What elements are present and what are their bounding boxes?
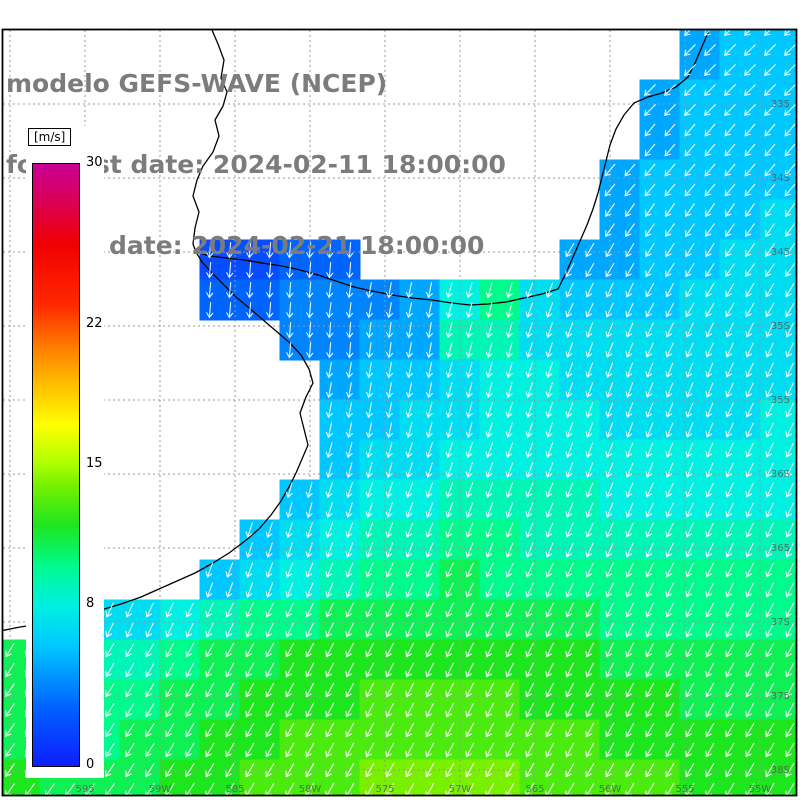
- lat-label: 375: [771, 691, 790, 702]
- lat-label: 365: [771, 543, 790, 554]
- lat-label: 35S: [771, 321, 790, 332]
- colorbar-tick: 22: [86, 315, 103, 331]
- lat-label: 34S: [771, 173, 790, 184]
- lon-label: 565: [525, 784, 544, 795]
- colorbar-tick: 15: [86, 456, 103, 471]
- colorbar: [m/s] 30 22 15 8 0: [26, 126, 104, 778]
- axis-labels: 335 34S 345 35S 355 36S 365 37S 375 38S 595 59W 585 5…: [75, 99, 790, 795]
- lon-label: 58W: [299, 784, 322, 795]
- lat-label: 345: [771, 247, 790, 258]
- lon-label: 585: [225, 784, 244, 795]
- lat-label: 335: [771, 99, 790, 110]
- lat-label: 38S: [771, 765, 790, 776]
- lon-label: 595: [75, 784, 94, 795]
- lon-label: 575: [375, 784, 394, 795]
- lat-label: 355: [771, 395, 790, 406]
- lat-label: 36S: [771, 469, 790, 480]
- lon-label: 56W: [599, 784, 622, 795]
- colorbar-tick: 0: [86, 757, 95, 772]
- colorbar-gradient: [32, 163, 80, 767]
- map-frame: [1, 28, 798, 797]
- lon-label: 555: [675, 784, 694, 795]
- lat-label: 37S: [771, 617, 790, 628]
- lon-label: 59W: [149, 784, 172, 795]
- colorbar-unit-label: [m/s]: [28, 128, 72, 146]
- colorbar-tick: 30: [86, 155, 103, 170]
- model-title: modelo GEFS-WAVE (NCEP): [6, 69, 388, 98]
- lon-label: 55W: [749, 784, 772, 795]
- grid-lines: [3, 30, 797, 796]
- colorbar-tick: 8: [86, 596, 95, 612]
- lon-label: 57W: [449, 784, 472, 795]
- coastline: [3, 30, 710, 632]
